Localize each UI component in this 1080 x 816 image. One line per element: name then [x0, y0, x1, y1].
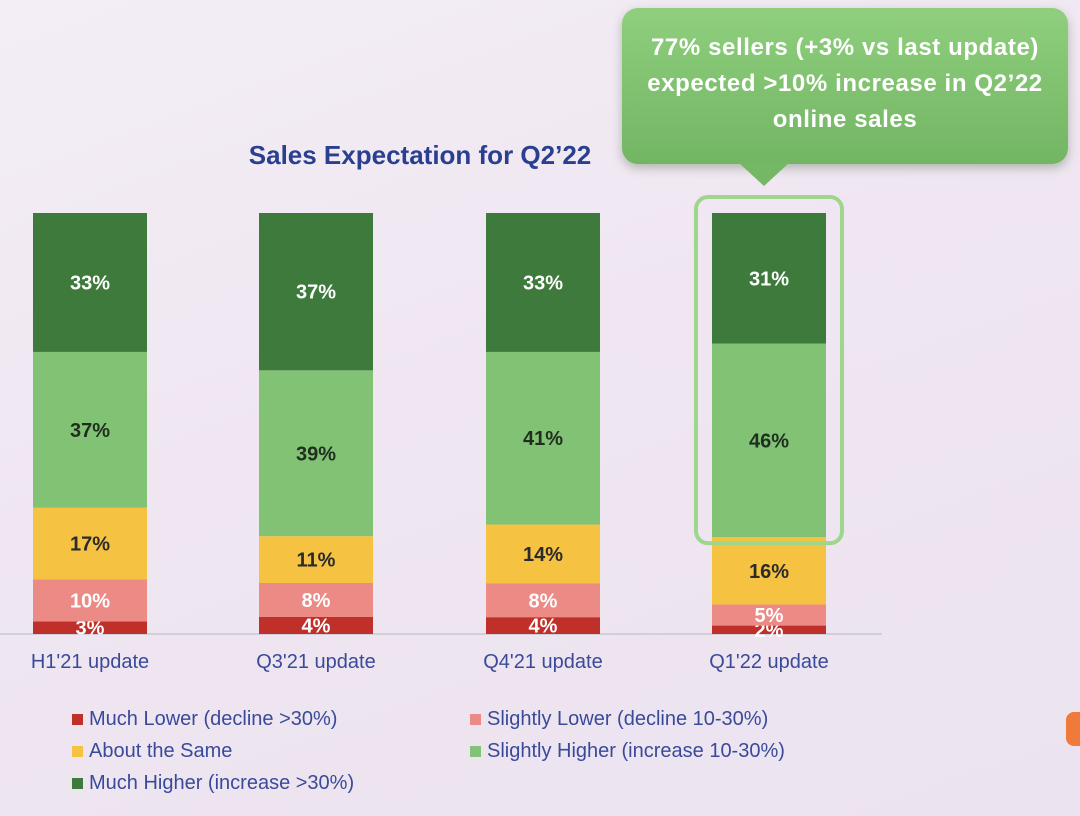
legend-item-slightly-lower: Slightly Lower (decline 10-30%)	[470, 708, 768, 731]
chart-legend: Much Lower (decline >30%) Slightly Lower…	[72, 708, 872, 808]
data-label-much-higher-1: 33%	[70, 272, 110, 294]
legend-item-slightly-higher: Slightly Higher (increase 10-30%)	[470, 740, 785, 763]
legend-label-slightly-higher: Slightly Higher (increase 10-30%)	[487, 740, 785, 762]
data-label-slightly-lower-3: 8%	[529, 590, 558, 612]
legend-item-much-higher: Much Higher (increase >30%)	[72, 772, 354, 795]
bar-segment-about-same-1	[33, 507, 147, 580]
legend-swatch-much-lower	[72, 714, 83, 725]
bar-segment-much-higher-4	[712, 213, 826, 344]
x-tick-label-3: Q4'21 update	[483, 651, 602, 673]
bar-segment-much-higher-2	[259, 213, 373, 371]
legend-swatch-much-higher	[72, 778, 83, 789]
bar-segment-much-lower-3	[486, 617, 600, 634]
data-label-slightly-lower-1: 10%	[70, 590, 110, 612]
data-label-slightly-higher-4: 46%	[749, 430, 789, 452]
data-label-about-same-1: 17%	[70, 533, 110, 555]
callout-box: 77% sellers (+3% vs last update) expecte…	[622, 8, 1068, 164]
data-label-slightly-higher-3: 41%	[523, 428, 563, 450]
legend-swatch-about-same	[72, 746, 83, 757]
bar-segment-much-lower-2	[259, 616, 373, 634]
legend-swatch-slightly-lower	[470, 714, 481, 725]
bar-segment-about-same-2	[259, 536, 373, 583]
bar-segment-much-higher-3	[486, 213, 600, 352]
x-tick-label-2: Q3'21 update	[256, 651, 375, 673]
bar-segment-slightly-lower-3	[486, 583, 600, 618]
bar-segment-about-same-4	[712, 537, 826, 605]
bar-segment-slightly-higher-4	[712, 343, 826, 538]
bar-segment-much-lower-1	[33, 621, 147, 634]
chart-title: Sales Expectation for Q2’22	[248, 140, 592, 170]
data-label-much-lower-3: 4%	[529, 616, 558, 638]
legend-swatch-slightly-higher	[470, 746, 481, 757]
data-label-much-higher-3: 33%	[523, 272, 563, 294]
data-label-much-higher-4: 31%	[749, 268, 789, 290]
x-tick-label-4: Q1'22 update	[709, 651, 828, 673]
data-label-slightly-higher-1: 37%	[70, 420, 110, 442]
data-label-much-lower-2: 4%	[302, 615, 331, 637]
data-label-about-same-4: 16%	[749, 561, 789, 583]
bar-segment-much-lower-4	[712, 625, 826, 634]
legend-label-about-same: About the Same	[89, 740, 233, 762]
bar-segment-much-higher-1	[33, 213, 147, 352]
bar-segment-slightly-higher-3	[486, 351, 600, 525]
bar-segment-slightly-higher-1	[33, 351, 147, 508]
x-tick-label-1: H1'21 update	[31, 651, 149, 673]
data-label-slightly-lower-4: 5%	[755, 605, 784, 627]
bar-segment-slightly-lower-4	[712, 604, 826, 626]
brand-logo-fragment	[1066, 712, 1080, 746]
data-label-about-same-2: 11%	[297, 550, 336, 572]
legend-label-much-lower: Much Lower (decline >30%)	[89, 708, 338, 730]
legend-item-about-same: About the Same	[72, 740, 232, 763]
legend-label-slightly-lower: Slightly Lower (decline 10-30%)	[487, 708, 769, 730]
data-label-much-lower-1: 3%	[76, 618, 105, 640]
callout-text: 77% sellers (+3% vs last update) expecte…	[647, 34, 1043, 133]
bar-segment-about-same-3	[486, 524, 600, 584]
data-label-slightly-lower-2: 8%	[302, 590, 331, 612]
callout-pointer	[738, 162, 790, 186]
highlight-box	[694, 195, 844, 546]
data-label-about-same-3: 14%	[523, 544, 563, 566]
bar-segment-slightly-higher-2	[259, 370, 373, 537]
data-label-slightly-higher-2: 39%	[296, 443, 336, 465]
data-label-much-higher-2: 37%	[296, 282, 336, 304]
legend-label-much-higher: Much Higher (increase >30%)	[89, 772, 355, 794]
bar-segment-slightly-lower-1	[33, 579, 147, 622]
bar-segment-slightly-lower-2	[259, 582, 373, 617]
legend-item-much-lower: Much Lower (decline >30%)	[72, 708, 337, 731]
